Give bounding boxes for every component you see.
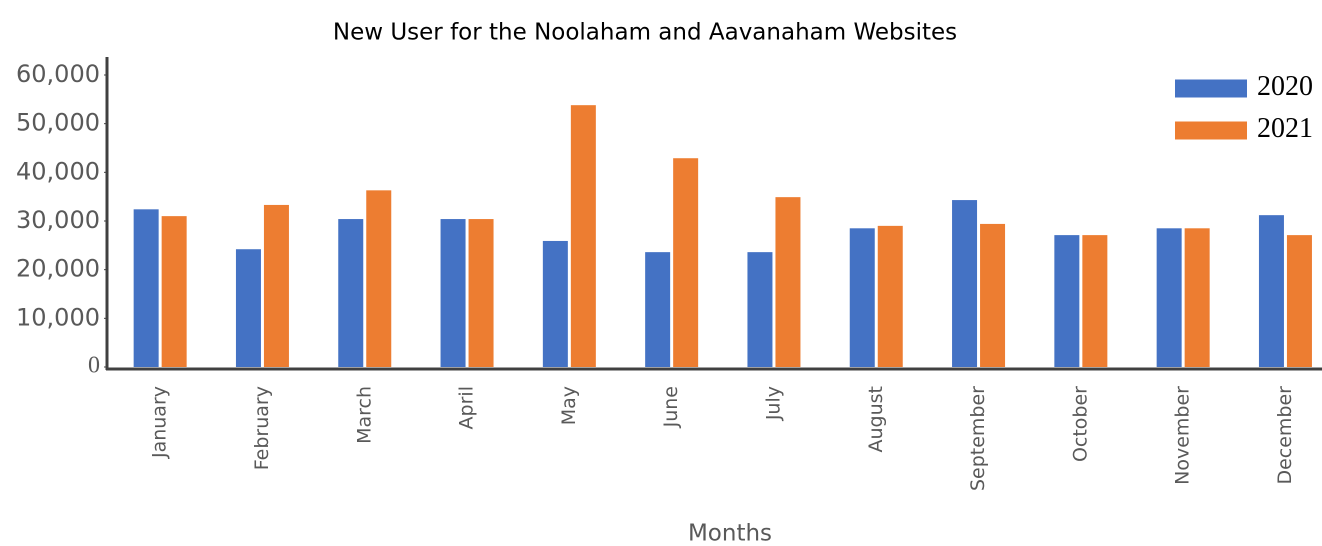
bar — [1184, 228, 1210, 367]
bar — [366, 190, 392, 367]
bar — [952, 200, 978, 367]
x-tick-label: January — [149, 386, 171, 459]
bar — [542, 240, 568, 367]
bar — [877, 225, 903, 367]
y-tick-label: 50,000 — [16, 109, 100, 137]
x-tick-label: May — [558, 386, 580, 425]
x-tick-label: June — [660, 386, 682, 428]
bar — [468, 219, 494, 367]
bar — [1054, 235, 1080, 367]
x-tick-label: February — [251, 386, 273, 470]
chart-title: New User for the Noolaham and Aavanaham … — [333, 20, 957, 46]
bar — [263, 204, 289, 367]
bar — [1258, 215, 1284, 367]
bar — [747, 252, 773, 367]
bar — [440, 219, 466, 367]
x-tick-label: March — [353, 386, 375, 444]
bar — [338, 219, 364, 367]
bar — [645, 252, 671, 367]
y-tick-label: 20,000 — [16, 255, 100, 283]
y-tick-label: 60,000 — [16, 60, 100, 88]
bar — [161, 216, 187, 367]
bar — [133, 209, 159, 367]
bar — [1286, 235, 1312, 367]
bar — [673, 158, 699, 367]
x-tick-label: April — [456, 386, 478, 429]
bar — [775, 197, 801, 367]
x-axis-label: Months — [688, 521, 772, 546]
legend-label: 2021 — [1257, 113, 1313, 144]
x-tick-label: October — [1069, 386, 1091, 462]
x-tick-label: November — [1172, 386, 1194, 485]
x-tick-label: August — [865, 386, 887, 453]
bar — [570, 105, 596, 367]
x-tick-label: July — [762, 386, 784, 421]
bar — [235, 249, 261, 367]
bar — [1156, 228, 1182, 367]
x-tick-label: September — [967, 386, 989, 491]
y-tick-label: 40,000 — [16, 157, 100, 185]
bar — [1082, 235, 1108, 367]
legend-swatch — [1175, 79, 1247, 98]
bar — [849, 228, 875, 367]
legend-label: 2020 — [1257, 71, 1313, 102]
x-tick-label: December — [1274, 386, 1296, 485]
y-tick-label: 30,000 — [16, 206, 100, 234]
y-tick-label: 10,000 — [16, 303, 100, 331]
legend-swatch — [1175, 121, 1247, 140]
bar — [980, 223, 1006, 367]
y-tick-label: 0 — [88, 353, 100, 379]
